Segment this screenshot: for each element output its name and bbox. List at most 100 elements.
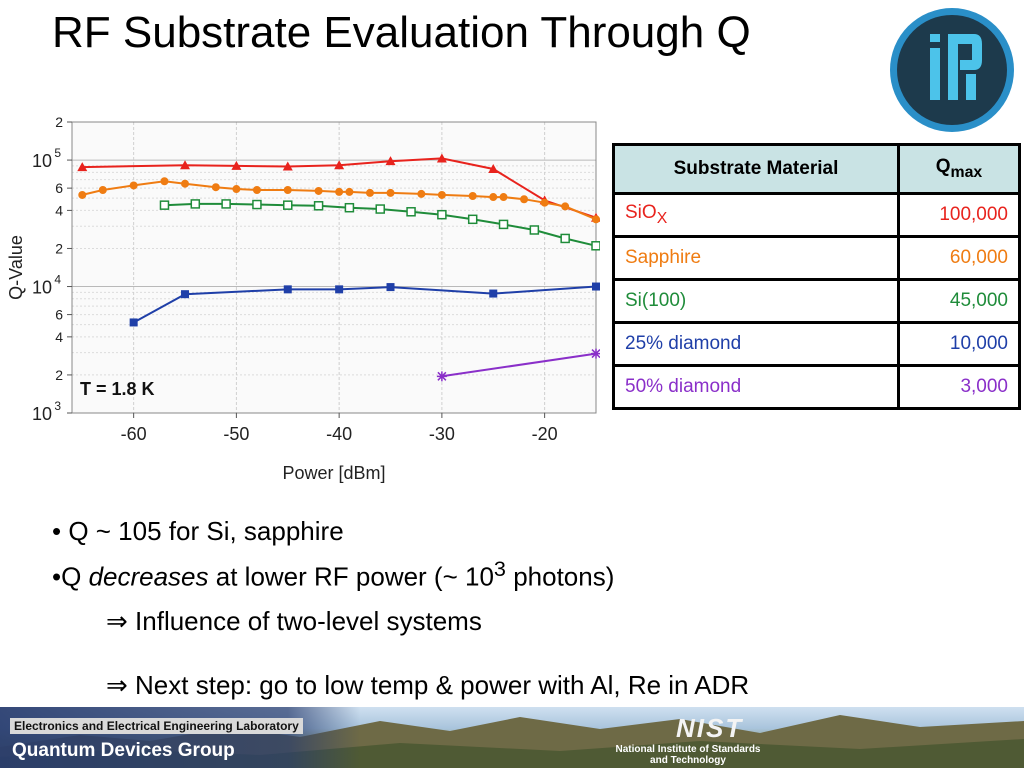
data-point xyxy=(252,199,262,210)
implies-arrow-icon: ⇒ xyxy=(106,606,128,636)
data-point xyxy=(283,200,293,210)
data-point xyxy=(385,156,396,166)
data-point xyxy=(591,241,600,251)
data-point xyxy=(98,185,107,194)
y-tick-label: 2 xyxy=(55,114,63,130)
substrate-cell: 25% diamond xyxy=(612,321,900,367)
data-point xyxy=(335,285,344,294)
x-tick-label: -20 xyxy=(532,424,558,444)
series-line xyxy=(82,157,597,219)
x-tick-label: -50 xyxy=(223,424,249,444)
data-point xyxy=(591,348,600,359)
table-row: 50% diamond 3,000 xyxy=(612,364,1021,410)
implies-arrow-icon: ⇒ xyxy=(106,670,128,700)
substrate-table: Substrate Material Qmax SiOX 100,000 Sapph… xyxy=(612,143,1021,410)
substrate-cell: SiOX xyxy=(612,192,900,238)
data-point xyxy=(283,185,292,194)
y-axis-label: Q-Value xyxy=(6,235,26,300)
x-tick-label: -30 xyxy=(429,424,455,444)
plot-frame xyxy=(71,121,597,414)
plot-area xyxy=(72,122,596,413)
data-point xyxy=(231,160,242,170)
x-axis-label: Power [dBm] xyxy=(282,463,385,483)
y-tick-label: 6 xyxy=(55,180,63,196)
data-point xyxy=(77,162,88,172)
q-max-cell: 3,000 xyxy=(897,364,1021,410)
y-tick-label: 4 xyxy=(55,202,63,218)
data-point xyxy=(417,189,426,198)
y-tick-label: 2 xyxy=(55,240,63,256)
bullet2-mid: at lower RF power (~ 10 xyxy=(208,561,494,592)
data-point xyxy=(129,181,138,190)
header-substrate-material: Substrate Material xyxy=(612,143,900,195)
y-tick-label: 4 xyxy=(55,329,63,345)
data-point xyxy=(436,371,447,382)
substrate-name: Sapphire xyxy=(625,247,702,268)
implication-next-step: ⇒ Next step: go to low temp & power with… xyxy=(106,670,749,701)
data-point xyxy=(314,186,323,195)
data-point xyxy=(436,153,447,163)
data-point xyxy=(190,199,201,209)
bullet2-sup: 3 xyxy=(493,556,506,581)
group-name: Quantum Devices Group xyxy=(12,740,235,761)
data-point xyxy=(375,204,385,214)
substrate-name: 50% diamond xyxy=(625,376,742,397)
data-point xyxy=(592,282,600,291)
q-max-cell: 45,000 xyxy=(897,278,1021,324)
table-header-row: Substrate Material Qmax xyxy=(612,143,1021,195)
ip-logo-icon xyxy=(890,8,1014,132)
data-point xyxy=(386,188,395,197)
data-point xyxy=(335,187,344,196)
data-point xyxy=(334,160,345,170)
data-point xyxy=(252,185,261,194)
bullet-q-decreases: •Q decreases at lower RF power (~ 103 ph… xyxy=(52,550,614,596)
table-row: 25% diamond 10,000 xyxy=(612,321,1021,367)
header-q-sub: max xyxy=(950,163,983,181)
footer-banner: Electronics and Electrical Engineering L… xyxy=(0,707,1024,768)
data-point xyxy=(129,318,138,327)
table-row: Si(100) 45,000 xyxy=(612,278,1021,324)
data-point xyxy=(181,290,190,299)
series-line xyxy=(441,352,597,378)
q-max-cell: 60,000 xyxy=(897,235,1021,281)
bullet-list: • Q ~ 105 for Si, sapphire •Q decreases … xyxy=(52,512,614,596)
header-q-max: Qmax xyxy=(897,143,1021,195)
y-tick-exponent: 5 xyxy=(54,146,61,160)
y-tick-label: 10 xyxy=(32,151,52,171)
x-tick-label: -40 xyxy=(326,424,352,444)
implication-two-level-text: Influence of two-level systems xyxy=(135,606,482,636)
data-point xyxy=(499,193,508,202)
bullet-q-value: • Q ~ 105 for Si, sapphire xyxy=(52,516,344,546)
slide-title: RF Substrate Evaluation Through Q xyxy=(52,8,751,57)
data-point xyxy=(488,163,499,173)
data-point xyxy=(180,160,191,170)
data-point xyxy=(181,179,190,188)
data-point xyxy=(78,190,87,199)
y-tick-exponent: 3 xyxy=(54,399,61,413)
data-point xyxy=(365,188,374,197)
data-point xyxy=(489,289,498,298)
y-tick-label: 10 xyxy=(32,404,52,424)
y-tick-label: 2 xyxy=(55,367,63,383)
y-tick-label: 10 xyxy=(32,278,52,298)
data-point xyxy=(406,207,416,217)
bullet2-prefix: •Q xyxy=(52,561,89,592)
table-row: SiOX 100,000 xyxy=(612,192,1021,238)
q-max-cell: 100,000 xyxy=(897,192,1021,238)
table-row: Sapphire 60,000 xyxy=(612,235,1021,281)
implication-next-step-text: Next step: go to low temp & power with A… xyxy=(135,670,750,700)
data-point xyxy=(529,225,540,235)
temperature-annotation: T = 1.8 K xyxy=(80,379,155,399)
q-max-cell: 10,000 xyxy=(897,321,1021,367)
bullet2-suffix: photons) xyxy=(505,561,615,592)
data-point xyxy=(345,187,354,196)
data-point xyxy=(211,183,220,192)
data-point xyxy=(159,200,170,210)
data-point xyxy=(437,209,447,220)
nist-logo: NIST xyxy=(676,713,744,743)
data-point xyxy=(560,233,570,244)
data-point xyxy=(489,193,498,202)
y-tick-exponent: 4 xyxy=(54,273,61,287)
data-point xyxy=(540,198,549,207)
